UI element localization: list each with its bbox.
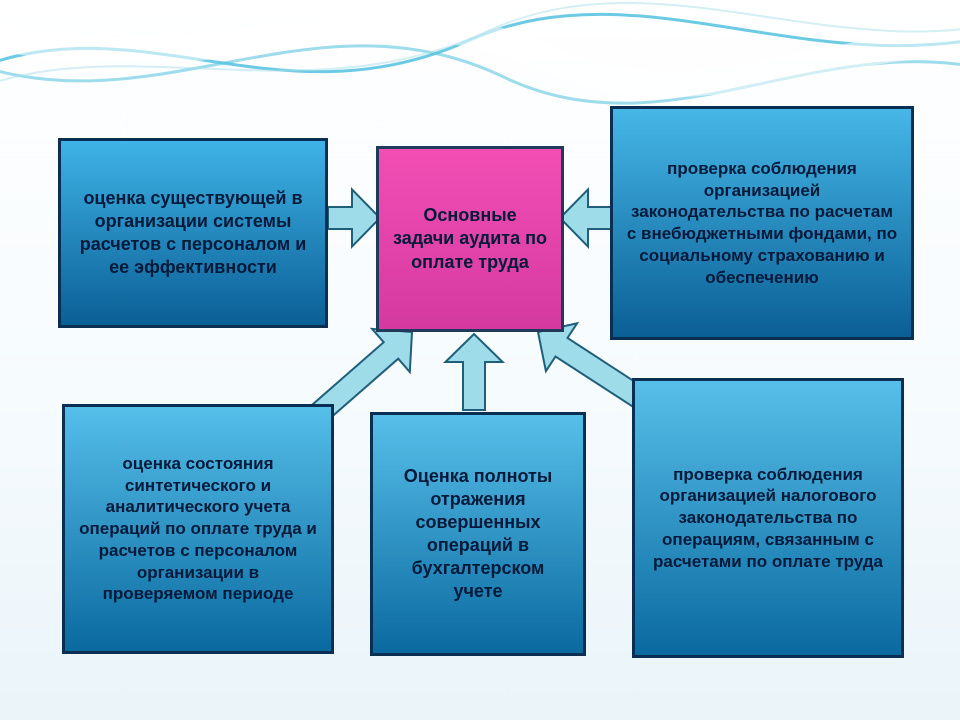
arrow-top-right bbox=[560, 189, 612, 246]
arrow-bottom-center bbox=[445, 334, 502, 410]
node-bottom-left: оценка состояния синтетического и аналит… bbox=[62, 404, 334, 654]
node-text: проверка соблюдения организацией законод… bbox=[625, 158, 899, 289]
slide-canvas: Основные задачи аудита по оплате труда о… bbox=[0, 0, 960, 720]
node-bottom-center: Оценка полноты отражения совершенных опе… bbox=[370, 412, 586, 656]
node-text: Оценка полноты отражения совершенных опе… bbox=[385, 465, 571, 603]
node-text: оценка состояния синтетического и аналит… bbox=[77, 453, 319, 605]
node-text: проверка соблюдения организацией налогов… bbox=[647, 464, 889, 573]
node-top-right: проверка соблюдения организацией законод… bbox=[610, 106, 914, 340]
center-node: Основные задачи аудита по оплате труда bbox=[376, 146, 564, 332]
arrow-top-left bbox=[328, 189, 380, 246]
wave-1 bbox=[0, 14, 960, 80]
node-top-left: оценка существующей в организации систем… bbox=[58, 138, 328, 328]
wave-3 bbox=[0, 20, 960, 84]
center-node-text: Основные задачи аудита по оплате труда bbox=[391, 204, 549, 273]
node-text: оценка существующей в организации систем… bbox=[73, 187, 313, 279]
wave-4 bbox=[0, 3, 960, 100]
wave-2 bbox=[0, 46, 960, 103]
node-bottom-right: проверка соблюдения организацией налогов… bbox=[632, 378, 904, 658]
